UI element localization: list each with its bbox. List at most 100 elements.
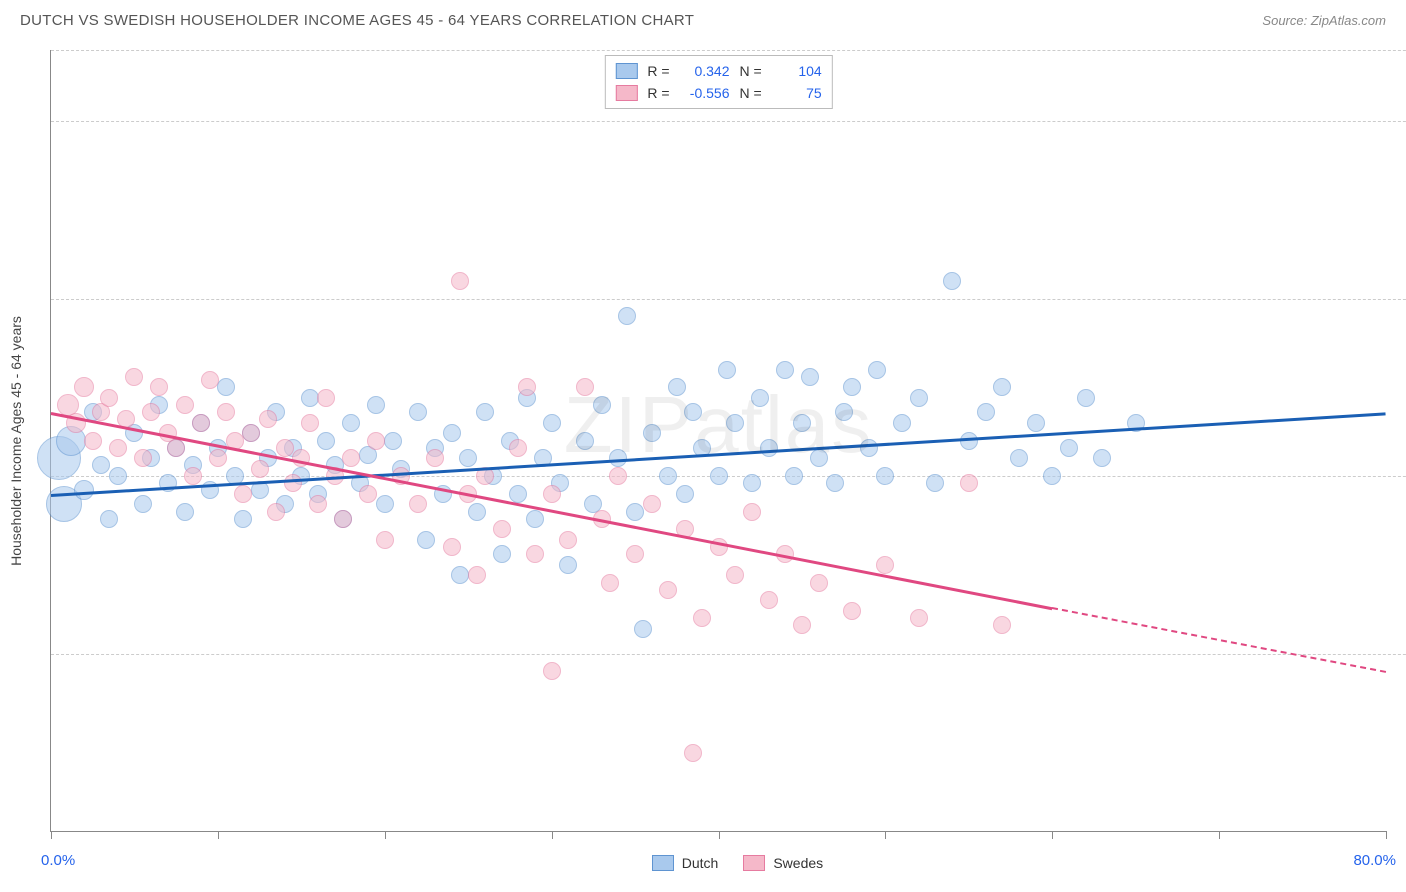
data-point (74, 480, 94, 500)
correlation-stats-legend: R = 0.342 N = 104 R = -0.556 N = 75 (604, 55, 832, 109)
data-point (760, 591, 778, 609)
data-point (209, 449, 227, 467)
data-point (376, 495, 394, 513)
data-point (1060, 439, 1078, 457)
data-point (309, 495, 327, 513)
y-axis-label: Householder Income Ages 45 - 64 years (8, 316, 24, 566)
data-point (576, 432, 594, 450)
data-point (609, 467, 627, 485)
data-point (409, 403, 427, 421)
stats-row-swedes: R = -0.556 N = 75 (615, 82, 821, 104)
data-point (509, 485, 527, 503)
data-point (626, 545, 644, 563)
data-point (634, 620, 652, 638)
data-point (493, 545, 511, 563)
data-point (793, 616, 811, 634)
data-point (384, 432, 402, 450)
data-point (451, 566, 469, 584)
data-point (443, 538, 461, 556)
data-point (409, 495, 427, 513)
data-point (793, 414, 811, 432)
data-point (684, 403, 702, 421)
gridline (51, 299, 1406, 300)
y-tick-label: $150,000 (1396, 291, 1406, 307)
data-point (134, 449, 152, 467)
data-point (1010, 449, 1028, 467)
legend-item-dutch: Dutch (652, 855, 719, 871)
data-point (109, 439, 127, 457)
data-point (317, 432, 335, 450)
data-point (459, 449, 477, 467)
data-point (267, 503, 285, 521)
data-point (993, 616, 1011, 634)
data-point (760, 439, 778, 457)
data-point (910, 389, 928, 407)
data-point (342, 414, 360, 432)
data-point (751, 389, 769, 407)
data-point (943, 272, 961, 290)
data-point (659, 581, 677, 599)
data-point (910, 609, 928, 627)
source-attribution: Source: ZipAtlas.com (1262, 13, 1386, 28)
x-tick (1052, 831, 1053, 839)
data-point (810, 449, 828, 467)
data-point (234, 485, 252, 503)
x-axis-max-label: 80.0% (1353, 852, 1396, 869)
data-point (543, 485, 561, 503)
data-point (718, 361, 736, 379)
data-point (543, 414, 561, 432)
data-point (184, 467, 202, 485)
data-point (643, 495, 661, 513)
data-point (359, 485, 377, 503)
data-point (726, 566, 744, 584)
data-point (201, 371, 219, 389)
data-point (109, 467, 127, 485)
data-point (518, 378, 536, 396)
data-point (451, 272, 469, 290)
data-point (100, 389, 118, 407)
data-point (100, 510, 118, 528)
data-point (526, 545, 544, 563)
data-point (284, 474, 302, 492)
data-point (576, 378, 594, 396)
y-tick-label: $100,000 (1396, 468, 1406, 484)
data-point (74, 377, 94, 397)
data-point (367, 432, 385, 450)
data-point (301, 389, 319, 407)
data-point (317, 389, 335, 407)
swatch-swedes (615, 85, 637, 101)
data-point (376, 531, 394, 549)
data-point (1093, 449, 1111, 467)
y-tick-label: $200,000 (1396, 113, 1406, 129)
data-point (835, 403, 853, 421)
data-point (1043, 467, 1061, 485)
data-point (785, 467, 803, 485)
data-point (468, 503, 486, 521)
data-point (443, 424, 461, 442)
data-point (526, 510, 544, 528)
gridline (51, 50, 1406, 51)
data-point (334, 510, 352, 528)
data-point (643, 424, 661, 442)
data-point (92, 456, 110, 474)
data-point (142, 403, 160, 421)
data-point (743, 474, 761, 492)
chart-header: DUTCH VS SWEDISH HOUSEHOLDER INCOME AGES… (0, 0, 1406, 40)
data-point (1027, 414, 1045, 432)
x-tick (552, 831, 553, 839)
data-point (876, 556, 894, 574)
data-point (559, 556, 577, 574)
data-point (251, 460, 269, 478)
data-point (843, 602, 861, 620)
data-point (342, 449, 360, 467)
data-point (743, 503, 761, 521)
data-point (876, 467, 894, 485)
data-point (276, 439, 294, 457)
data-point (476, 403, 494, 421)
data-point (417, 531, 435, 549)
data-point (960, 474, 978, 492)
data-point (893, 414, 911, 432)
data-point (301, 414, 319, 432)
data-point (977, 403, 995, 421)
data-point (993, 378, 1011, 396)
